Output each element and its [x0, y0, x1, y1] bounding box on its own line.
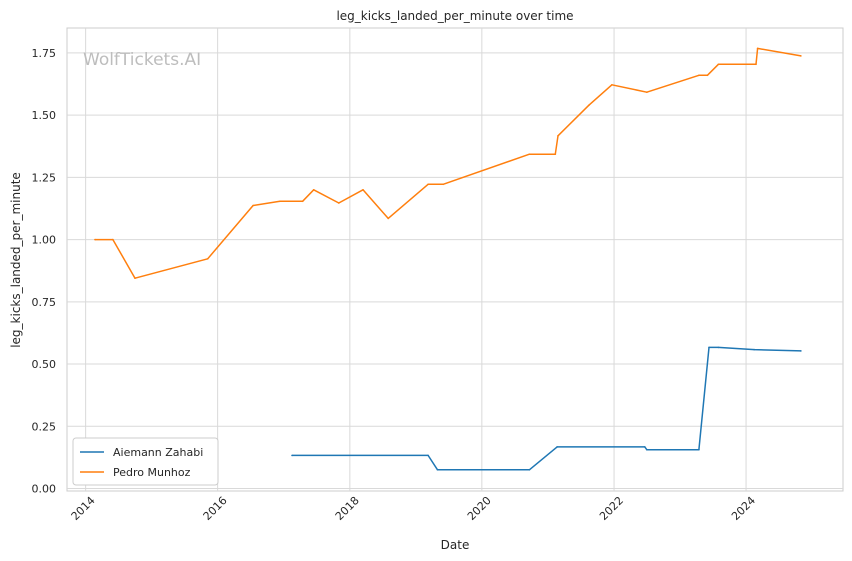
- data-point-pedro-munhoz: [756, 47, 759, 50]
- legend-label-pedro-munhoz: Pedro Munhoz: [113, 466, 191, 479]
- x-tick-label: 2018: [333, 494, 362, 523]
- data-point-aiemann-zahabi: [698, 448, 700, 451]
- y-tick-label: 1.75: [32, 47, 57, 60]
- x-axis-label: Date: [441, 538, 470, 552]
- data-point-pedro-munhoz: [698, 74, 700, 77]
- y-tick-label: 1.50: [32, 109, 57, 122]
- data-point-aiemann-zahabi: [717, 346, 720, 349]
- data-point-pedro-munhoz: [427, 183, 429, 186]
- data-point-aiemann-zahabi: [556, 446, 558, 448]
- data-point-aiemann-zahabi: [646, 448, 648, 451]
- x-tick-label: 2022: [597, 494, 626, 523]
- data-point-aiemann-zahabi: [644, 446, 646, 448]
- y-gridlines: [67, 52, 843, 490]
- data-point-pedro-munhoz: [279, 200, 281, 203]
- y-tick-label: 0.00: [32, 483, 57, 496]
- data-point-aiemann-zahabi: [800, 350, 802, 352]
- x-gridlines: [85, 28, 747, 491]
- data-point-pedro-munhoz: [134, 277, 136, 280]
- data-point-pedro-munhoz: [252, 204, 254, 207]
- watermark: WolfTickets.AI: [83, 50, 201, 70]
- data-point-pedro-munhoz: [717, 63, 720, 66]
- chart-title: leg_kicks_landed_per_minute over time: [336, 9, 573, 23]
- data-point-pedro-munhoz: [646, 91, 648, 93]
- plot-area: [66, 27, 844, 492]
- data-point-pedro-munhoz: [800, 55, 802, 57]
- data-point-aiemann-zahabi: [427, 454, 429, 457]
- data-point-pedro-munhoz: [528, 153, 531, 155]
- data-point-pedro-munhoz: [206, 258, 209, 260]
- data-point-pedro-munhoz: [588, 104, 590, 106]
- x-tick-label: 2016: [201, 494, 230, 523]
- data-point-pedro-munhoz: [112, 238, 114, 241]
- y-tick-labels: 0.00 0.25 0.50 0.75 1.00 1.25 1.50 1.75: [32, 47, 57, 496]
- data-point-aiemann-zahabi: [291, 454, 293, 457]
- series-line-aiemann-zahabi: [292, 346, 801, 471]
- legend-box: [72, 437, 219, 486]
- y-tick-label: 0.50: [32, 358, 57, 371]
- y-tick-label: 1.00: [32, 234, 57, 247]
- data-point-aiemann-zahabi: [753, 348, 755, 351]
- y-tick-label: 0.75: [32, 296, 57, 309]
- data-point-pedro-munhoz: [312, 189, 315, 191]
- data-point-pedro-munhoz: [611, 84, 613, 86]
- data-point-aiemann-zahabi: [436, 469, 439, 471]
- data-point-aiemann-zahabi: [708, 346, 710, 349]
- data-point-pedro-munhoz: [755, 63, 757, 66]
- data-point-pedro-munhoz: [362, 189, 364, 191]
- y-tick-label: 1.25: [32, 171, 57, 184]
- data-point-pedro-munhoz: [338, 202, 340, 204]
- x-tick-labels: 2014 2016 2018 2020 2022 2024: [69, 494, 758, 523]
- series-layer: [94, 47, 802, 471]
- legend-label-aiemann-zahabi: Aiemann Zahabi: [113, 446, 203, 459]
- x-tick-label: 2024: [729, 494, 758, 523]
- data-point-aiemann-zahabi: [528, 469, 531, 471]
- legend: Aiemann Zahabi Pedro Munhoz: [72, 437, 219, 486]
- x-tick-label: 2020: [465, 494, 494, 523]
- data-point-pedro-munhoz: [554, 153, 557, 155]
- data-point-pedro-munhoz: [387, 217, 390, 220]
- data-point-pedro-munhoz: [301, 200, 304, 203]
- data-point-pedro-munhoz: [706, 74, 709, 77]
- data-point-pedro-munhoz: [557, 135, 559, 137]
- x-tick-label: 2014: [69, 494, 98, 523]
- data-point-pedro-munhoz: [442, 183, 445, 186]
- y-axis-label: leg_kicks_landed_per_minute: [9, 172, 23, 348]
- data-point-pedro-munhoz: [94, 238, 96, 241]
- y-tick-label: 0.25: [32, 420, 57, 433]
